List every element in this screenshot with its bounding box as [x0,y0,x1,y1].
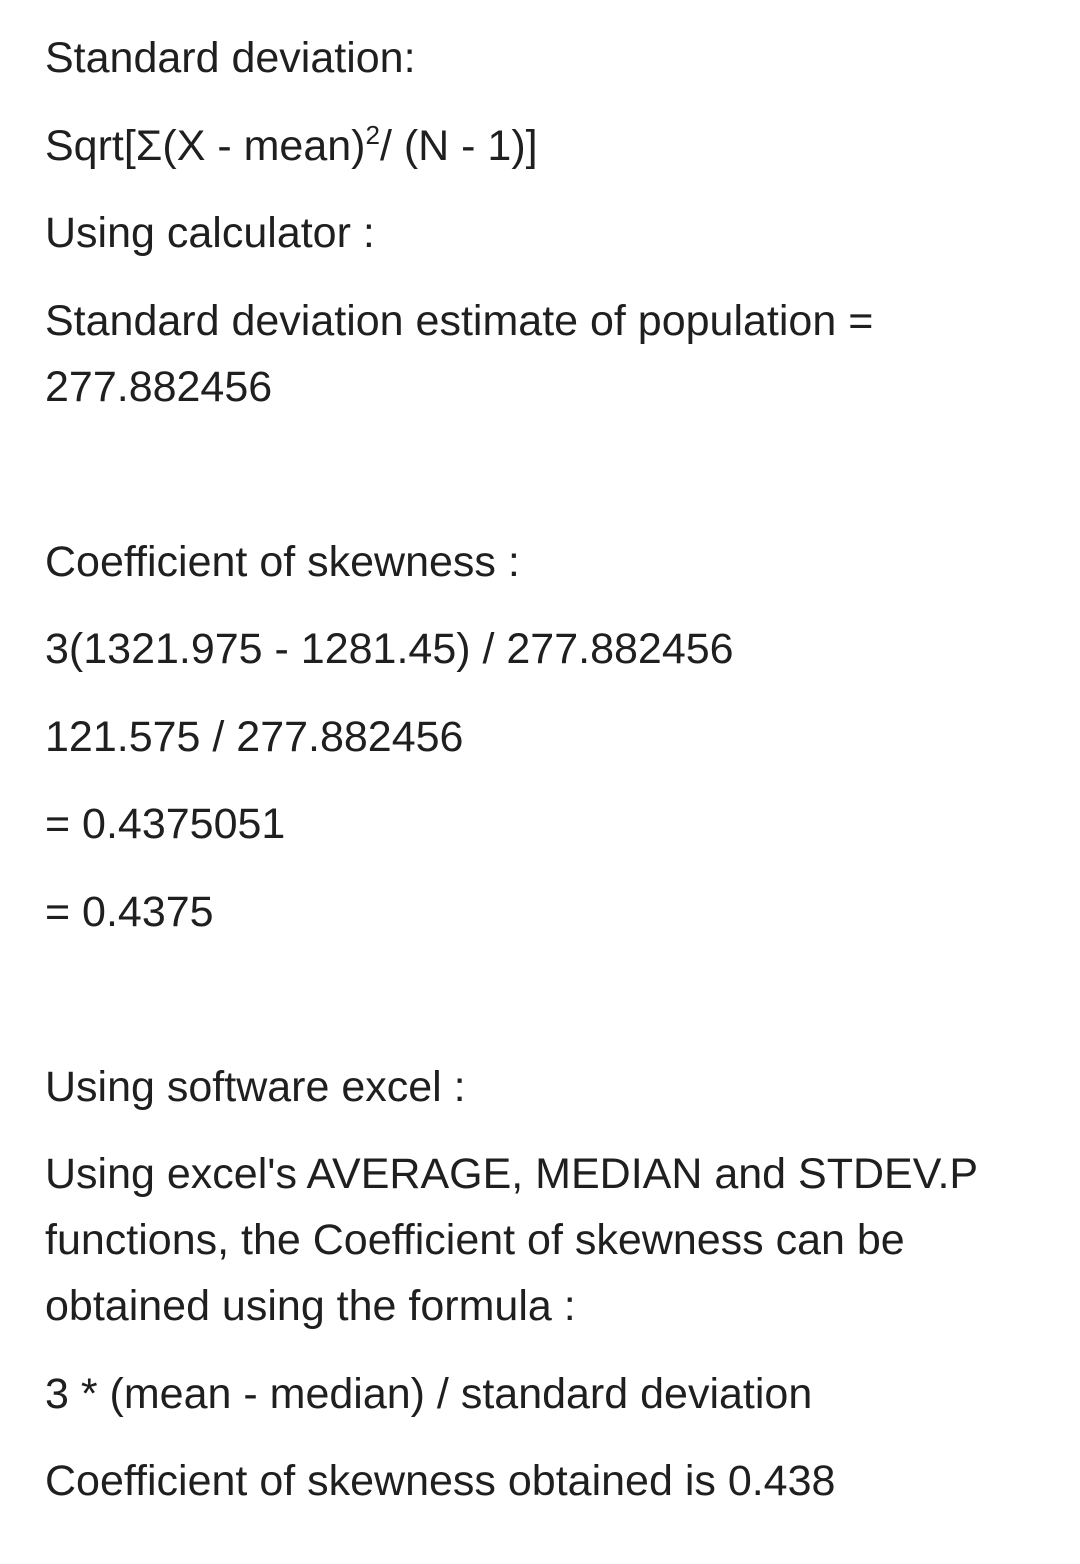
excel-heading: Using software excel : [45,1062,466,1111]
skewness-step: 3(1321.975 - 1281.45) / 277.882456 [45,625,734,673]
formula-exponent: 2 [365,119,380,150]
calculator-label: Using calculator : [45,209,375,257]
skewness-step: = 0.4375051 [45,800,286,848]
std-dev-heading: Standard deviation: [45,34,416,82]
excel-result: Coefficient of skewness obtained is 0.43… [45,1457,836,1505]
spacer [45,441,1035,529]
formula-prefix: Sqrt[Σ(X - mean) [45,121,366,170]
excel-formula: 3 * (mean - median) / standard deviation [45,1369,813,1418]
skewness-heading: Coefficient of skewness : [45,537,520,586]
formula-suffix: / (N - 1)] [379,121,538,170]
skewness-step: = 0.4375 [45,887,214,936]
spacer [45,966,1035,1054]
std-dev-formula: Sqrt[Σ(X - mean)2/ (N - 1)] [45,113,1035,179]
skewness-step: 121.575 / 277.882456 [45,712,464,761]
std-dev-result: Standard deviation estimate of populatio… [45,296,874,411]
excel-description: Using excel's AVERAGE, MEDIAN and STDEV.… [45,1150,978,1330]
document-body: Standard deviation: Sqrt[Σ(X - mean)2/ (… [45,34,1035,1505]
